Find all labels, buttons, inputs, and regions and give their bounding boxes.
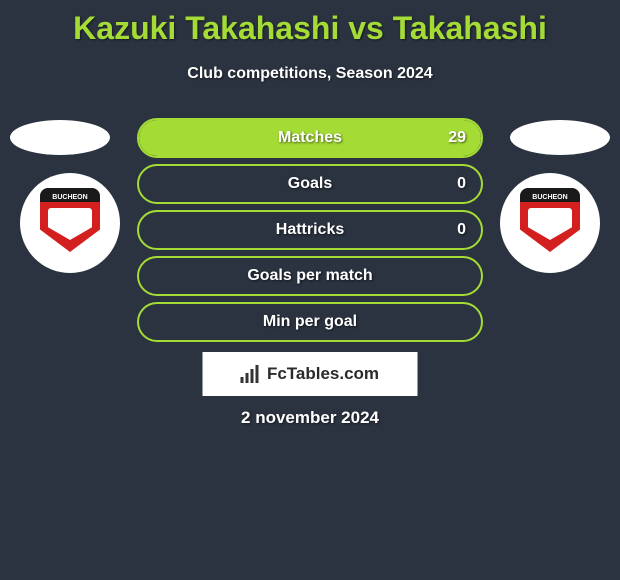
chart-icon	[241, 365, 259, 383]
stat-label: Goals	[288, 175, 332, 193]
player-avatar-left	[10, 120, 110, 155]
stat-label: Goals per match	[247, 267, 372, 285]
page-title: Kazuki Takahashi vs Takahashi	[0, 0, 620, 47]
stat-label: Hattricks	[276, 221, 344, 239]
stat-label: Min per goal	[263, 313, 357, 331]
brand-box[interactable]: FcTables.com	[203, 352, 418, 396]
stats-area: Matches 29 Goals 0 Hattricks 0 Goals per…	[137, 118, 483, 348]
stat-bar-matches: Matches 29	[137, 118, 483, 158]
stat-value: 0	[457, 175, 466, 193]
player-avatar-right	[510, 120, 610, 155]
page-subtitle: Club competitions, Season 2024	[0, 65, 620, 83]
stat-value: 29	[448, 129, 466, 147]
stat-bar-hattricks: Hattricks 0	[137, 210, 483, 250]
main-container: Kazuki Takahashi vs Takahashi Club compe…	[0, 0, 620, 580]
stat-bar-min-per-goal: Min per goal	[137, 302, 483, 342]
stat-label: Matches	[278, 129, 342, 147]
stat-bar-goals-per-match: Goals per match	[137, 256, 483, 296]
brand-text: FcTables.com	[267, 364, 379, 384]
shield-icon: BUCHEON	[40, 188, 100, 258]
club-logo-right: BUCHEON	[500, 173, 600, 273]
stat-value: 0	[457, 221, 466, 239]
stat-bar-goals: Goals 0	[137, 164, 483, 204]
shield-icon: BUCHEON	[520, 188, 580, 258]
club-logo-left: BUCHEON	[20, 173, 120, 273]
footer-date: 2 november 2024	[241, 408, 379, 428]
